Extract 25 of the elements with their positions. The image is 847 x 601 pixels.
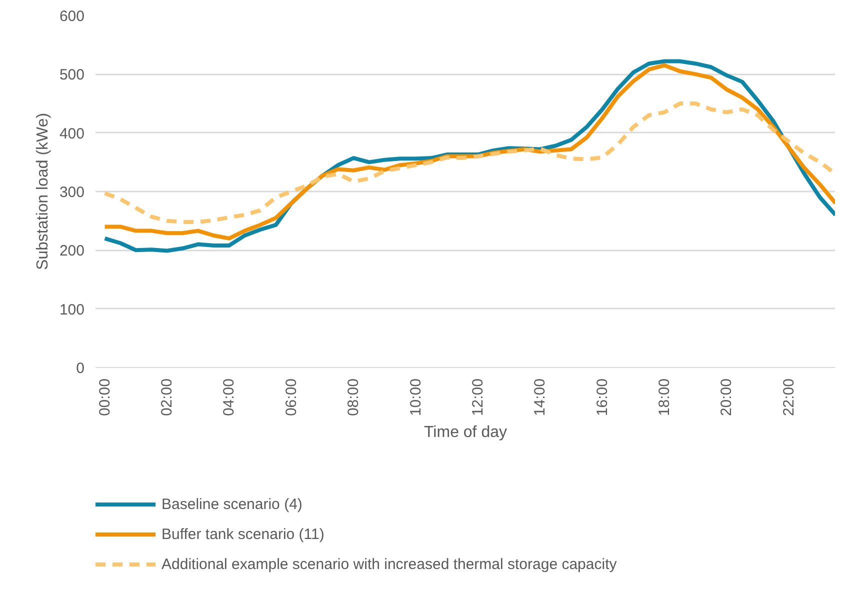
y-tick-label: 400 (59, 125, 85, 142)
legend-label: Buffer tank scenario (11) (162, 526, 324, 543)
y-tick-label: 100 (59, 301, 85, 318)
x-tick-label: 02:00 (158, 378, 176, 416)
x-tick-label: 04:00 (220, 378, 238, 416)
y-tick-label: 0 (76, 360, 84, 377)
legend-label: Baseline scenario (4) (162, 496, 302, 513)
y-tick-label: 200 (59, 242, 85, 260)
x-tick-label: 22:00 (780, 378, 798, 416)
legend-label: Additional example scenario with increased thermal storage capacity (162, 556, 618, 573)
y-axis-title: Substation load (kWe) (34, 112, 52, 270)
x-tick-label: 12:00 (469, 378, 486, 416)
x-tick-label: 08:00 (345, 378, 362, 416)
x-tick-label: 18:00 (656, 378, 673, 416)
y-tick-label: 600 (59, 8, 85, 25)
y-tick-label: 500 (59, 66, 85, 84)
line-series (102, 102, 835, 224)
x-tick-label: 00:00 (96, 378, 114, 416)
x-tick-label: 14:00 (532, 378, 549, 416)
x-tick-label: 20:00 (718, 378, 736, 416)
x-tick-label: 10:00 (407, 378, 424, 416)
x-tick-label: 16:00 (594, 378, 611, 416)
x-tick-label: 06:00 (282, 378, 300, 416)
x-axis-title: Time of day (424, 424, 508, 442)
y-tick-label: 300 (59, 184, 85, 201)
